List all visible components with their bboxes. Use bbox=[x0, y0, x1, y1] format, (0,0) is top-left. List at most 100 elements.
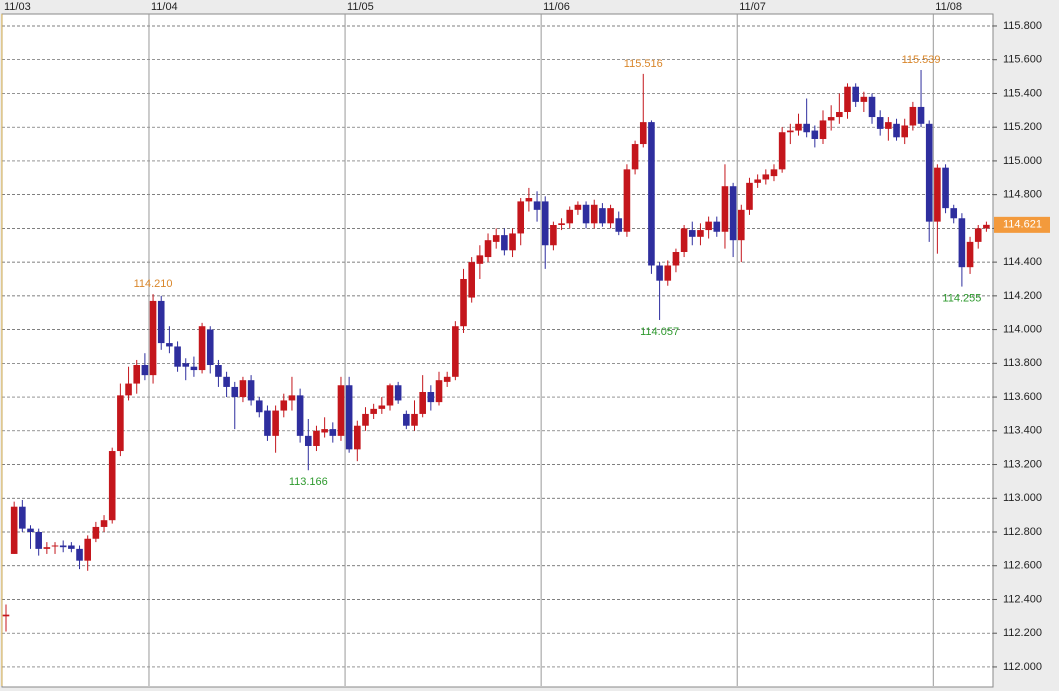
candle-body bbox=[517, 201, 525, 234]
candle-body bbox=[117, 395, 124, 452]
candle-body bbox=[656, 265, 663, 281]
candle-body bbox=[974, 228, 982, 242]
candle-body bbox=[844, 86, 851, 112]
candle-body bbox=[378, 405, 386, 409]
candle-body bbox=[950, 208, 958, 219]
candle-body bbox=[664, 265, 672, 281]
candle-body bbox=[272, 410, 279, 436]
x-tick-label: 11/07 bbox=[739, 1, 766, 13]
x-tick-label: 11/08 bbox=[935, 1, 962, 13]
candle-body bbox=[362, 413, 369, 426]
candle-body bbox=[427, 392, 435, 403]
candle-body bbox=[901, 125, 908, 138]
y-tick-label: 114.000 bbox=[1003, 323, 1042, 335]
candle-body bbox=[231, 386, 239, 398]
candle-body bbox=[713, 221, 721, 232]
candle-body bbox=[868, 96, 876, 118]
candle-body bbox=[697, 230, 704, 237]
annotation: 114.255 bbox=[942, 292, 981, 304]
candle-body bbox=[509, 233, 516, 251]
x-tick-label: 11/06 bbox=[543, 1, 570, 13]
plot-area bbox=[1, 13, 994, 688]
candle-body bbox=[558, 223, 565, 226]
annotation: 115.516 bbox=[624, 58, 663, 70]
candle-body bbox=[288, 395, 296, 401]
candle-body bbox=[329, 429, 337, 436]
candle-body bbox=[631, 144, 639, 170]
candle-body bbox=[639, 122, 647, 145]
candle-body bbox=[525, 198, 533, 202]
candle-body bbox=[419, 392, 426, 414]
candle-body bbox=[190, 366, 198, 371]
candle-body bbox=[100, 520, 108, 527]
candle-body bbox=[223, 376, 230, 387]
candle-body bbox=[321, 429, 328, 433]
candle-body bbox=[206, 329, 214, 366]
candle-body bbox=[468, 262, 475, 298]
candle-body bbox=[411, 413, 418, 426]
candle-body bbox=[484, 240, 492, 258]
candle-body bbox=[492, 235, 500, 242]
candle-body bbox=[836, 112, 843, 118]
x-tick-label: 11/03 bbox=[4, 1, 31, 13]
candle-body bbox=[787, 130, 794, 133]
candle-body bbox=[174, 346, 181, 367]
candle-body bbox=[983, 224, 990, 229]
candle-body bbox=[125, 383, 132, 396]
candle-body bbox=[795, 123, 802, 131]
candle-body bbox=[403, 413, 410, 426]
candle-body bbox=[770, 169, 778, 177]
candle-body bbox=[10, 506, 18, 554]
candle-body bbox=[198, 326, 206, 371]
candle-body bbox=[852, 86, 859, 102]
candle-body bbox=[811, 130, 819, 139]
candle-body bbox=[215, 365, 222, 377]
candle-body bbox=[909, 106, 917, 126]
candle-body bbox=[141, 365, 149, 376]
candle-body bbox=[337, 385, 345, 436]
candle-body bbox=[550, 225, 557, 246]
candle-body bbox=[182, 363, 190, 367]
candle-body bbox=[942, 167, 949, 209]
candle-body bbox=[582, 204, 590, 224]
candle-body bbox=[2, 614, 10, 617]
candle-body bbox=[394, 385, 402, 401]
candle-body bbox=[59, 545, 67, 548]
x-tick-label: 11/04 bbox=[151, 1, 178, 13]
y-tick-label: 115.400 bbox=[1003, 87, 1042, 99]
candle-body bbox=[738, 209, 745, 241]
y-tick-label: 115.600 bbox=[1003, 54, 1042, 66]
candle-body bbox=[599, 208, 606, 224]
candle-body bbox=[860, 96, 868, 102]
y-tick-label: 114.800 bbox=[1003, 189, 1042, 201]
y-tick-label: 115.200 bbox=[1003, 121, 1042, 133]
y-tick-label: 115.000 bbox=[1003, 155, 1042, 167]
candle-body bbox=[533, 201, 541, 210]
y-tick-label: 115.800 bbox=[1003, 20, 1042, 32]
candle-body bbox=[43, 547, 51, 549]
candle-body bbox=[574, 204, 582, 210]
candle-body bbox=[108, 451, 116, 521]
candle-body bbox=[264, 410, 271, 436]
candle-body bbox=[68, 545, 75, 549]
y-tick-label: 114.400 bbox=[1003, 256, 1042, 268]
candle-body bbox=[688, 230, 696, 237]
candle-body bbox=[296, 395, 304, 436]
last-price-label: 114.621 bbox=[1003, 219, 1042, 231]
annotation: 114.057 bbox=[640, 326, 679, 338]
candle-body bbox=[958, 218, 966, 268]
candle-body bbox=[435, 380, 443, 403]
candle-body bbox=[680, 228, 688, 252]
candle-body bbox=[566, 209, 574, 224]
y-tick-label: 112.200 bbox=[1003, 627, 1042, 639]
candle-body bbox=[35, 532, 42, 549]
candle-body bbox=[501, 235, 508, 251]
candle-body bbox=[966, 241, 974, 268]
y-tick-label: 113.200 bbox=[1003, 458, 1042, 470]
annotation: 115.539 bbox=[902, 54, 941, 66]
candle-body bbox=[885, 122, 892, 129]
candle-body bbox=[819, 120, 827, 139]
y-tick-label: 112.000 bbox=[1003, 661, 1042, 673]
annotation: 113.166 bbox=[289, 476, 328, 488]
